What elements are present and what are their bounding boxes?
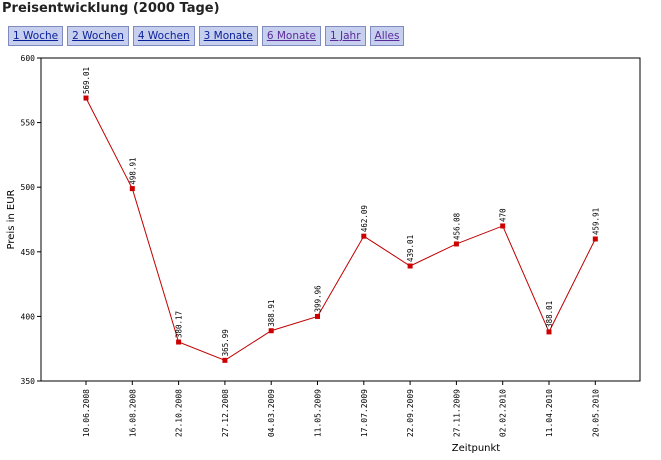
y-axis-label: Preis in EUR (6, 189, 17, 249)
tab-1-woche[interactable]: 1 Woche (8, 26, 64, 46)
data-label: 456.08 (452, 212, 461, 240)
data-point (407, 263, 413, 269)
data-label: 498.91 (128, 158, 137, 185)
data-label: 462.09 (360, 205, 369, 232)
x-tick-label: 27.12.2008 (221, 389, 230, 437)
y-tick-label: 600 (21, 54, 36, 63)
series-line (85, 97, 596, 361)
data-label: 459.91 (591, 208, 600, 235)
data-label: 439.01 (406, 235, 415, 262)
data-point (222, 357, 228, 363)
x-tick-label: 11.05.2009 (314, 389, 323, 437)
y-tick-label: 350 (21, 377, 36, 386)
tab-1-jahr[interactable]: 1 Jahr (324, 26, 366, 46)
x-tick-label: 27.11.2009 (452, 389, 461, 437)
data-label: 365.99 (221, 329, 230, 356)
x-tick-label: 02.02.2010 (499, 389, 508, 437)
data-point (592, 236, 598, 242)
x-tick-label: 17.07.2009 (360, 389, 369, 437)
tab-3-monate[interactable]: 3 Monate (198, 26, 258, 46)
tab-6-monate[interactable]: 6 Monate (261, 26, 321, 46)
data-point (268, 328, 274, 334)
x-tick-label: 20.05.2010 (591, 389, 600, 437)
y-tick-label: 550 (21, 119, 36, 128)
time-range-tabs: 1 Woche 2 Wochen 4 Wochen 3 Monate 6 Monate 1… (8, 26, 405, 46)
data-point (129, 186, 135, 192)
plot-frame (40, 57, 641, 382)
data-point (500, 223, 506, 229)
x-tick-label: 04.03.2009 (267, 389, 276, 437)
tab-2-wochen[interactable]: 2 Wochen (67, 26, 129, 46)
x-tick-label: 22.10.2008 (175, 389, 184, 437)
page-title: Preisentwicklung (2000 Tage) (2, 1, 220, 16)
data-label: 399.96 (314, 285, 323, 313)
data-label: 388.91 (267, 300, 276, 327)
x-tick-label: 22.09.2009 (406, 389, 415, 437)
data-label: 388.01 (545, 301, 554, 328)
data-point (315, 313, 320, 319)
x-tick-label: 16.08.2008 (128, 389, 137, 437)
y-tick-label: 450 (21, 248, 36, 257)
data-label: 470 (499, 208, 508, 222)
data-point (453, 241, 459, 247)
data-point (361, 233, 367, 239)
y-tick-label: 500 (21, 183, 36, 192)
tab-alles[interactable]: Alles (369, 26, 405, 46)
data-point (176, 339, 182, 345)
y-tick-label: 400 (21, 312, 36, 321)
data-point (83, 95, 89, 101)
x-axis-label: Zeitpunkt (452, 443, 501, 454)
x-tick-label: 11.04.2010 (545, 389, 554, 437)
data-label: 380.17 (175, 311, 184, 338)
data-label: 569.01 (82, 67, 91, 94)
x-tick-label: 10.06.2008 (82, 389, 91, 437)
tab-4-wochen[interactable]: 4 Wochen (132, 26, 195, 46)
data-point (546, 329, 552, 335)
